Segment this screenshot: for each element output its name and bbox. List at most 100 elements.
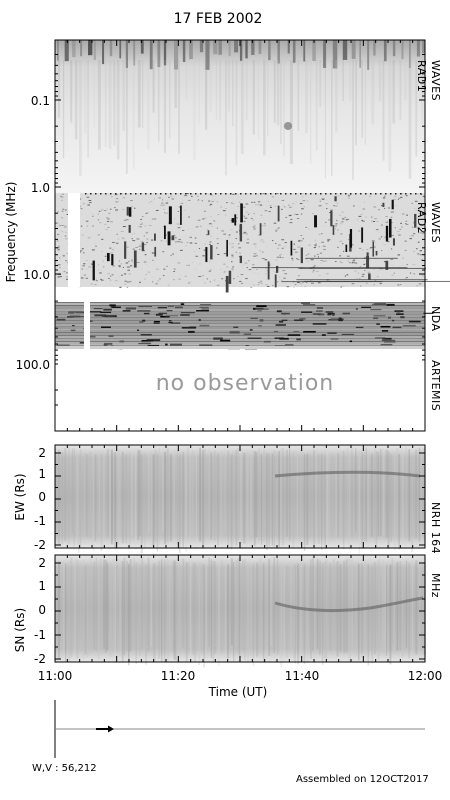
nrh-streak [200, 563, 203, 653]
nrh-streak [217, 453, 219, 546]
nrh-streak [90, 557, 92, 654]
nrh-streak [125, 454, 128, 544]
rad2-speckle [280, 208, 283, 210]
rad2-speckle [56, 275, 59, 277]
rad2-speckle [122, 238, 126, 240]
nrh-streak [321, 453, 323, 551]
nda-speckle [136, 329, 140, 331]
rad2-speckle [172, 234, 176, 236]
rad2-speckle [57, 211, 59, 213]
nrh-streak [116, 558, 118, 652]
rad2-speckle [282, 204, 284, 206]
rad2-speckle [223, 253, 227, 255]
rad1-faint-streak [83, 60, 87, 133]
rad2-speckle [297, 246, 300, 248]
rad2-top-dot [115, 193, 117, 195]
nrh-streak [175, 562, 178, 661]
rad2-burst [414, 213, 417, 228]
rad1-streak [323, 40, 327, 68]
rad2-speckle [301, 196, 305, 198]
rad2-speckle [253, 224, 256, 226]
rad2-top-dot [320, 193, 322, 195]
rad2-speckle [159, 278, 161, 280]
nrh-streak [389, 564, 392, 665]
nda-speckle [386, 303, 395, 306]
nrh-streak [185, 452, 187, 552]
rad2-speckle [143, 261, 147, 263]
rad2-speckle [151, 239, 154, 241]
rad2-speckle [231, 257, 233, 259]
rad2-speckle [275, 259, 278, 261]
rad2-speckle [358, 215, 362, 217]
rad2-speckle [405, 267, 408, 269]
rad2-speckle [366, 249, 369, 251]
rad2-speckle [265, 273, 268, 275]
nda-speckle [220, 339, 231, 342]
rad2-speckle [211, 200, 214, 202]
rad2-speckle [126, 219, 129, 221]
rad2-speckle [118, 276, 120, 278]
nda-speckle [93, 308, 103, 310]
rad2-speckle [262, 241, 265, 243]
rad2-speckle [239, 280, 242, 282]
rad2-speckle [316, 210, 320, 212]
nrh-streak [129, 559, 132, 652]
rad2-speckle [83, 203, 85, 205]
nrh-streak [276, 451, 278, 538]
rad2-speckle [120, 263, 123, 265]
nrh-streak [55, 560, 57, 664]
rad2-speckle [194, 242, 197, 244]
rad2-speckle [313, 264, 316, 266]
rad2-burst [133, 250, 137, 268]
rad2-speckle [242, 264, 244, 266]
rad2-speckle [407, 204, 409, 206]
rad2-top-dot [405, 193, 407, 195]
rad2-speckle [312, 271, 315, 273]
rad2-speckle [393, 272, 396, 274]
rad1-striations [57, 40, 425, 180]
nrh-streak [230, 558, 233, 646]
rad2-speckle [281, 257, 284, 259]
rad2-speckle [311, 282, 314, 284]
rad2-speckle [151, 281, 154, 283]
nda-speckle [153, 322, 160, 324]
rad2-speckle [151, 218, 154, 220]
rad2-speckle [380, 205, 383, 207]
rad2-burst [92, 260, 95, 281]
rad2-speckle [59, 276, 62, 278]
nrh-streak [346, 448, 349, 537]
nrh-streak [243, 452, 246, 544]
rad1-streak [332, 40, 338, 69]
rad2-speckle [314, 255, 316, 257]
rad2-speckle [173, 279, 175, 281]
nda-speckle [122, 310, 131, 312]
nda-speckle [394, 310, 404, 312]
rad2-speckle [285, 216, 288, 218]
rad2-speckle [62, 224, 64, 226]
rad2-speckle [187, 264, 190, 266]
rad2-speckle [244, 278, 248, 280]
nrh-streak [398, 453, 400, 550]
rad1-streak [163, 40, 167, 66]
sn-streaks [55, 557, 426, 668]
rad2-speckle [315, 270, 319, 272]
nrh-streak [68, 447, 70, 545]
rad2-speckle [105, 234, 107, 236]
rad2-speckle [286, 286, 290, 288]
rad1-faint-streak [209, 60, 212, 112]
rad1-faint-streak [399, 60, 402, 120]
nda-speckle [168, 320, 172, 322]
rad2-speckle [266, 270, 269, 272]
nrh-streak [371, 453, 373, 538]
rad2-speckle [155, 209, 159, 211]
rad2-speckle [387, 241, 390, 243]
rad2-speckle [123, 219, 127, 221]
rad1-streak [367, 40, 370, 70]
nrh-streak [100, 557, 102, 652]
rad2-speckle [302, 281, 304, 283]
rad2-speckle [373, 206, 377, 208]
rad2-speckle [384, 195, 386, 197]
rad1-streak [422, 40, 425, 54]
rad2-speckle [253, 201, 256, 203]
rad2-speckle [136, 238, 140, 240]
